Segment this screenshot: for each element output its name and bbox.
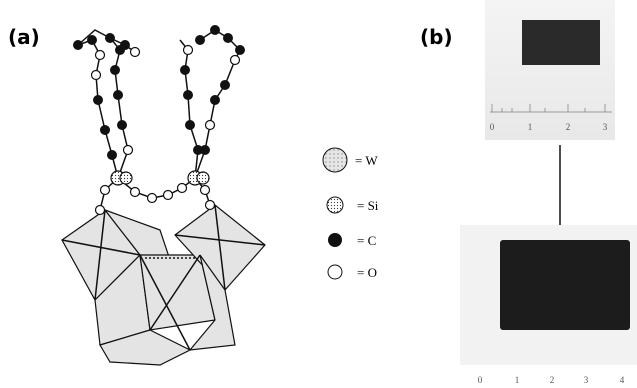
ruler-label: 3	[603, 122, 608, 132]
figure: (a) (b)	[0, 0, 637, 388]
arrow	[555, 145, 565, 236]
ruler-label: 0	[490, 122, 495, 132]
ruler-label: 2	[550, 375, 555, 385]
legend-label: = O	[357, 265, 377, 280]
legend-label: = Si	[357, 198, 379, 213]
panel-label: (b)	[420, 25, 453, 49]
photo-before: 0 1 2 3	[485, 0, 615, 140]
legend-symbol	[328, 265, 342, 279]
legend-symbol	[328, 233, 342, 247]
ruler-label: 3	[584, 375, 589, 385]
photo-after: 0 1 2 3 4	[460, 225, 637, 385]
panel-label: (a)	[8, 25, 40, 49]
polyoxometalate-structure	[62, 205, 265, 365]
legend-symbol	[323, 148, 347, 172]
legend-label: = W	[355, 153, 378, 168]
ruler-label: 2	[566, 122, 571, 132]
legend-symbol	[327, 197, 343, 213]
legend-label: = C	[357, 233, 376, 248]
legend: = W = Si = C = O	[323, 148, 379, 280]
ruler-label: 0	[478, 375, 483, 385]
organic-chains	[73, 25, 245, 215]
ruler-label: 4	[620, 375, 625, 385]
ruler-label: 1	[515, 375, 520, 385]
ruler-label: 1	[528, 122, 533, 132]
